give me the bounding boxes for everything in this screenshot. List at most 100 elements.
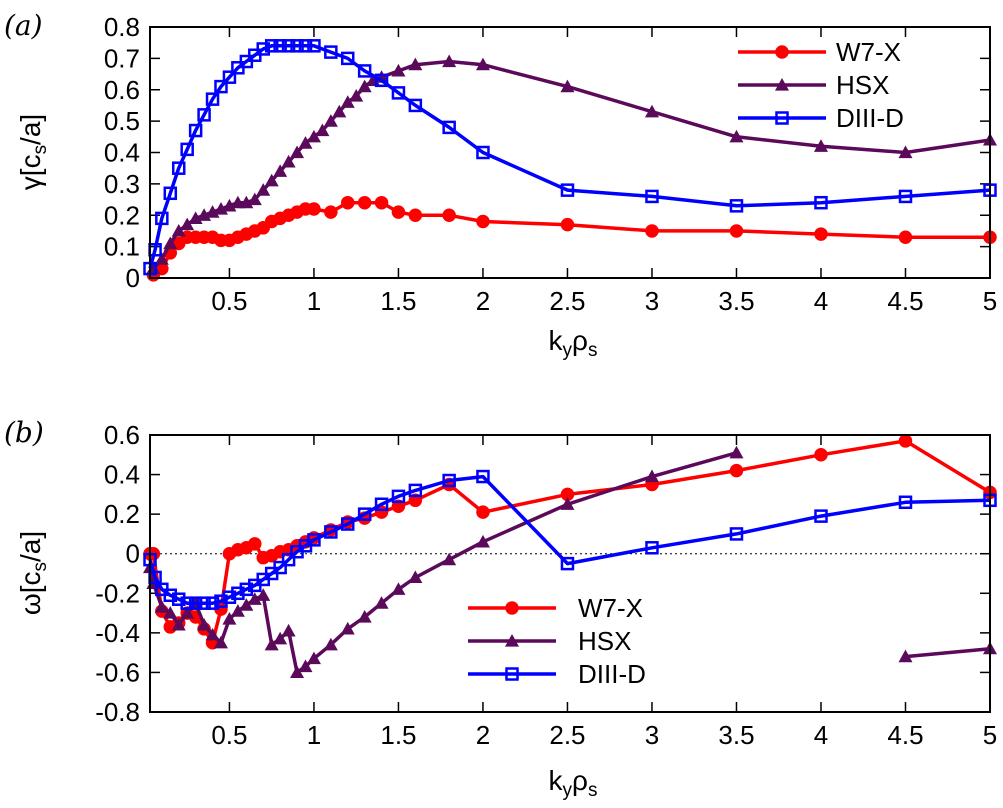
data-point	[256, 588, 271, 601]
legend-marker	[505, 634, 519, 647]
data-point	[281, 552, 296, 567]
data-point	[205, 627, 220, 641]
data-point	[560, 556, 575, 571]
data-point	[332, 104, 347, 118]
data-point	[180, 596, 194, 610]
legend-label: HSX	[578, 626, 631, 656]
data-point	[374, 497, 389, 511]
data-point	[476, 145, 490, 160]
legend-label: HSX	[836, 70, 889, 100]
ytick-label: 0.6	[104, 75, 140, 105]
data-point	[247, 592, 262, 605]
data-point	[324, 525, 338, 539]
xtick-label: 4.5	[887, 286, 923, 316]
data-point	[273, 631, 288, 645]
legend-marker	[505, 667, 519, 681]
xtick-label: 1.5	[380, 286, 416, 316]
ytick-label: -0.6	[95, 657, 140, 687]
data-point	[408, 98, 423, 113]
ytick-label: -0.8	[95, 697, 140, 727]
ytick-label: 0	[126, 263, 140, 293]
data-point	[188, 596, 203, 610]
data-point	[391, 205, 406, 219]
data-point	[813, 139, 828, 152]
series-hsx	[143, 445, 997, 679]
data-point	[442, 473, 456, 488]
ytick-label: 0.3	[104, 169, 140, 199]
plot-area-a	[143, 39, 997, 282]
data-point	[814, 448, 828, 462]
series-diii-d	[143, 469, 997, 610]
xtick-label: 2.5	[549, 720, 585, 750]
data-point	[340, 621, 355, 635]
data-point	[560, 497, 575, 510]
data-point	[281, 154, 296, 168]
xtick-label: 2	[476, 286, 490, 316]
data-point	[154, 252, 169, 265]
data-point	[197, 596, 211, 610]
legend-entry-diii-d: DIII-D	[738, 103, 904, 133]
xtick-label: 3	[645, 720, 659, 750]
data-point	[222, 612, 237, 625]
data-point	[408, 493, 423, 508]
svg-text:kyρs: kyρs	[549, 325, 598, 361]
xtick-label: 3.5	[718, 286, 754, 316]
data-point	[374, 73, 389, 88]
data-point	[340, 517, 355, 531]
data-point	[442, 120, 456, 135]
data-point	[374, 596, 389, 609]
legend-label: DIII-D	[836, 103, 904, 133]
data-point	[442, 552, 457, 566]
legend-marker	[505, 601, 519, 615]
xtick-label: 1	[307, 720, 321, 750]
ytick-label: 0.6	[104, 420, 140, 450]
data-point	[171, 161, 186, 175]
data-point	[214, 594, 228, 608]
data-point	[214, 79, 228, 94]
data-point	[560, 217, 575, 232]
data-point	[560, 183, 575, 197]
data-point	[222, 590, 237, 604]
data-point	[298, 659, 313, 673]
data-point	[298, 39, 313, 53]
data-point	[155, 211, 169, 226]
data-point	[475, 534, 490, 548]
data-point	[197, 108, 211, 122]
data-point	[323, 637, 338, 651]
plot-area-b	[143, 434, 997, 679]
data-point	[324, 205, 338, 219]
data-point	[374, 195, 389, 210]
data-point	[442, 208, 456, 222]
panel-label-a: (a)	[4, 9, 43, 42]
ytick-label: 0.8	[104, 12, 140, 42]
svg-text:ω[cs/a]: ω[cs/a]	[15, 531, 51, 615]
data-point	[171, 617, 186, 631]
data-point	[273, 39, 287, 53]
data-point	[898, 230, 913, 244]
data-point	[408, 483, 423, 498]
data-point	[729, 527, 744, 541]
data-point	[231, 586, 245, 601]
data-point	[256, 42, 270, 56]
legend-marker	[775, 45, 789, 59]
data-point	[273, 560, 287, 575]
xlabel-b: kyρs	[549, 765, 598, 801]
legend-entry-diii-d: DIII-D	[468, 659, 646, 689]
panel-label-b: (b)	[4, 416, 44, 449]
data-point	[644, 104, 659, 118]
data-point	[298, 136, 313, 149]
data-point	[307, 202, 321, 216]
data-point	[357, 195, 372, 210]
data-point	[898, 189, 913, 204]
data-point	[163, 186, 178, 201]
data-point	[391, 499, 406, 513]
data-point	[213, 635, 228, 649]
series-w7-x	[146, 195, 997, 282]
ytick-label: 0	[126, 539, 140, 569]
xtick-label: 0.5	[211, 720, 247, 750]
panel-b: (b) ω[cs/a] kyρs 0.5 1 1.5 2 2.5 3 3.5 4 4.5 5 -0.…	[4, 416, 997, 801]
data-point	[307, 39, 321, 53]
series-hsx	[146, 54, 997, 275]
